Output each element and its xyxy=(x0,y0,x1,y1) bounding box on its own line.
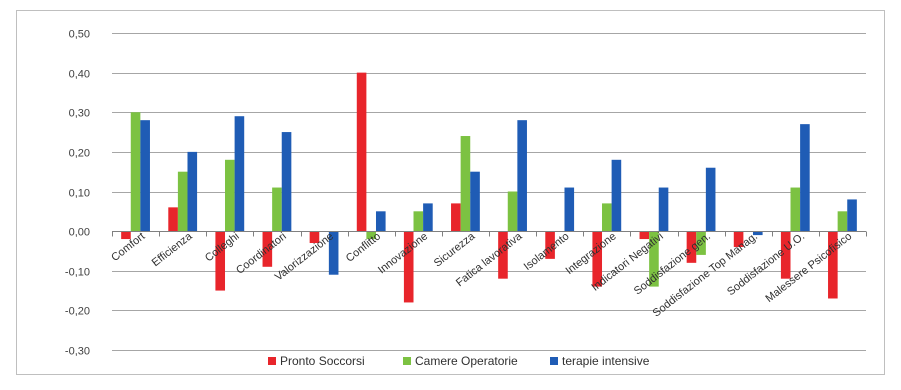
bar-series-2 xyxy=(413,211,424,232)
bar-series-3 xyxy=(658,187,669,232)
y-tick-label: 0,30 xyxy=(69,108,90,120)
bar-series-1 xyxy=(592,231,603,287)
bar-series-1 xyxy=(356,72,367,232)
legend-item: terapie intensive xyxy=(550,354,650,368)
bar-series-1 xyxy=(498,231,508,279)
bar-series-3 xyxy=(705,167,716,232)
bar-series-3 xyxy=(234,116,245,232)
bar-series-1 xyxy=(686,231,697,263)
bar-series-2 xyxy=(649,231,659,287)
bar-series-1 xyxy=(309,231,320,244)
legend-swatch xyxy=(550,357,558,365)
bar-series-1 xyxy=(451,203,461,232)
bar-series-1 xyxy=(639,231,650,240)
bar-series-3 xyxy=(847,199,857,232)
x-axis xyxy=(112,231,867,237)
bar-series-1 xyxy=(733,231,744,247)
legend-label: terapie intensive xyxy=(562,354,650,368)
legend-item: Camere Operatorie xyxy=(403,354,518,368)
bar-series-2 xyxy=(177,171,188,232)
bar-series-3 xyxy=(423,203,433,232)
bar-series-2 xyxy=(790,187,801,232)
legend-swatch xyxy=(268,357,276,365)
bar-series-3 xyxy=(140,120,150,232)
bar-series-3 xyxy=(281,132,292,232)
bar-series-3 xyxy=(611,159,622,232)
bar-series-2 xyxy=(602,203,612,232)
bar-series-1 xyxy=(403,231,414,303)
bar-series-3 xyxy=(564,187,575,232)
bar-series-2 xyxy=(507,191,518,232)
bar-series-2 xyxy=(696,231,706,255)
bar-series-3 xyxy=(187,151,198,232)
y-tick-label: -0,20 xyxy=(65,306,90,318)
legend-label: Pronto Soccorsi xyxy=(280,354,365,368)
bar-series-1 xyxy=(215,231,226,291)
bar-series-1 xyxy=(121,231,131,240)
bar-series-3 xyxy=(752,231,763,236)
bar-series-3 xyxy=(375,211,386,232)
bar-series-2 xyxy=(460,136,471,232)
bar-series-2 xyxy=(272,187,282,232)
legend-swatch xyxy=(403,357,411,365)
y-tick-label: 0,40 xyxy=(69,69,90,81)
bar-series-1 xyxy=(828,231,838,299)
bar-series-2 xyxy=(366,231,376,240)
y-tick-label: -0,10 xyxy=(65,267,90,279)
bar-series-3 xyxy=(517,120,527,232)
bar-series-2 xyxy=(225,159,235,232)
y-tick-label: 0,50 xyxy=(69,29,90,41)
y-tick-label: -0,30 xyxy=(65,346,90,358)
bar-series-1 xyxy=(168,207,178,232)
bar-series-3 xyxy=(800,124,810,232)
bars xyxy=(121,72,857,303)
legend-label: Camere Operatorie xyxy=(415,354,518,368)
bar-series-2 xyxy=(130,112,141,232)
y-tick-label: 0,10 xyxy=(69,188,90,200)
bar-series-2 xyxy=(837,211,848,232)
y-tick-label: 0,00 xyxy=(69,227,90,239)
bar-series-1 xyxy=(780,231,791,279)
bar-series-1 xyxy=(262,231,273,267)
legend-item: Pronto Soccorsi xyxy=(268,354,365,368)
legend: Pronto Soccorsi Camere Operatorie terapie … xyxy=(268,354,650,368)
bar-series-3 xyxy=(470,171,480,232)
bar-series-1 xyxy=(545,231,555,259)
bar-series-3 xyxy=(328,231,339,275)
y-axis-tick-labels: 0,50 0,40 0,30 0,20 0,10 0,00 -0,10 -0,20 -0,30 xyxy=(65,29,90,358)
y-tick-label: 0,20 xyxy=(69,148,90,160)
